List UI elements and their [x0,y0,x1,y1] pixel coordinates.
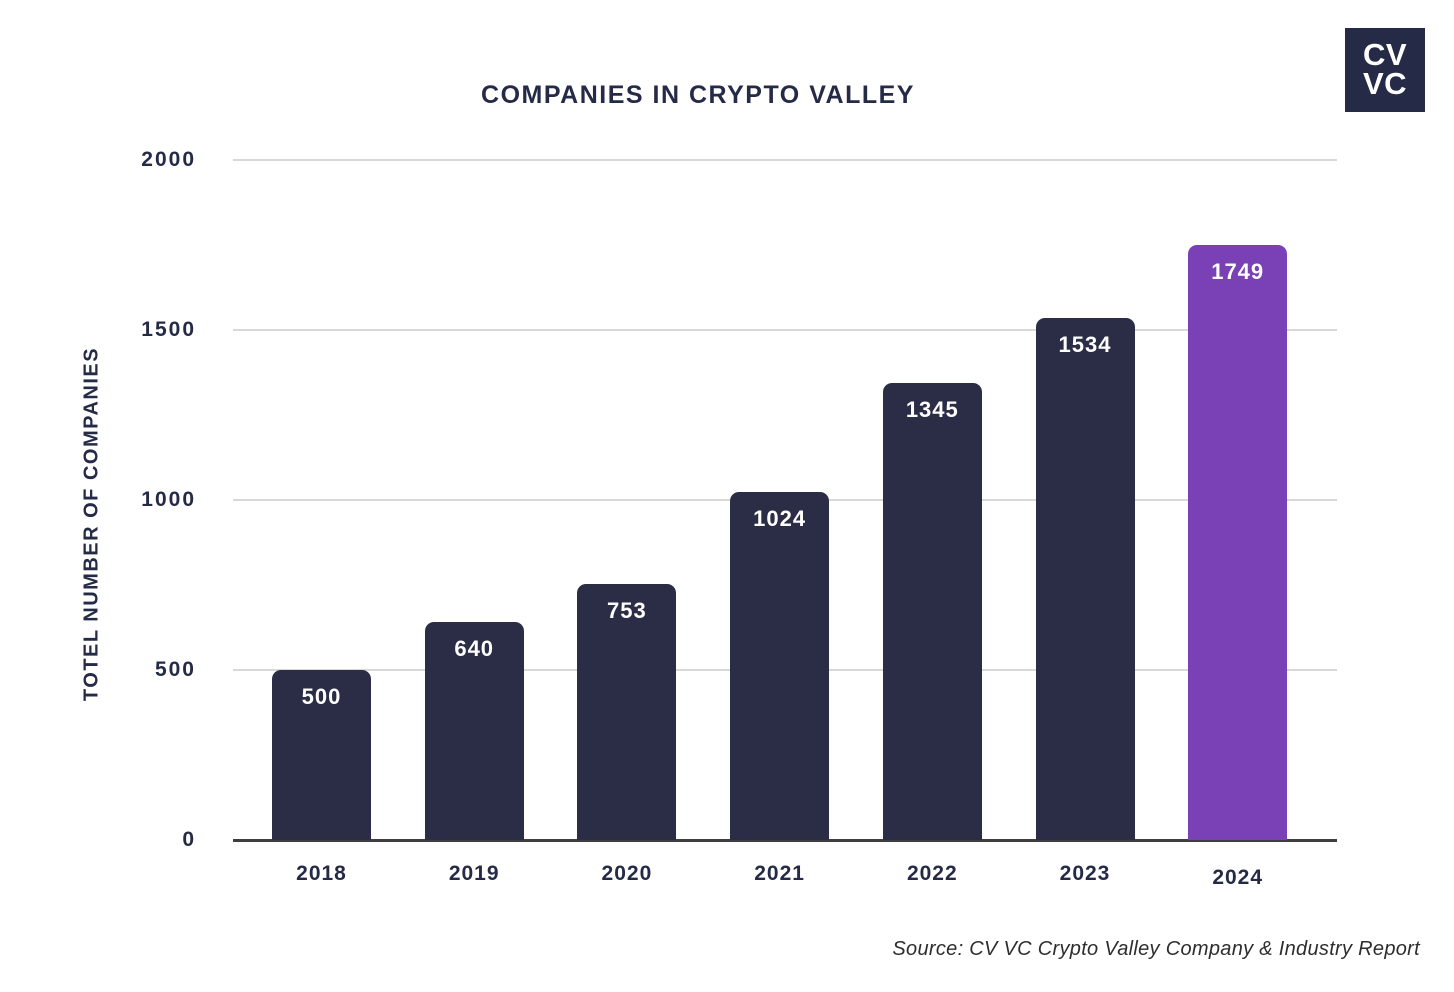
y-tick-label-1500: 1500 [141,318,196,341]
gridline-1500 [233,329,1337,331]
x-tick-label-2023: 2023 [1059,862,1111,885]
bar-value-label-2020: 753 [607,597,647,623]
bar-value-label-2023: 1534 [1058,332,1112,358]
bar-2021: 1024 [730,491,830,840]
logo-text-line1: CV [1362,37,1408,73]
y-tick-label-1000: 1000 [141,488,196,511]
bar-2023: 1534 [1035,318,1135,840]
x-tick-label-2019: 2019 [448,862,500,885]
bar-value-label-2021: 1024 [753,505,807,531]
bar-value-label-2022: 1345 [905,396,959,422]
plot-area: 500 2018 640 2019 753 2020 1024 2021 1345 2022 153… [233,159,1337,889]
bar-2022: 1345 [882,382,982,840]
bar-2019: 640 [424,622,524,840]
bar-value-label-2024: 1749 [1211,259,1265,285]
bar-2024: 1749 [1188,245,1288,840]
chart-title: COMPANIES IN CRYPTO VALLEY [481,81,915,109]
y-axis-tick-labels: 0 500 1000 1500 2000 [86,148,196,851]
x-tick-label-2022: 2022 [906,862,958,885]
y-tick-label-2000: 2000 [141,148,196,171]
bar-value-label-2018: 500 [301,684,342,709]
x-axis-line [233,839,1337,842]
x-tick-label-2021: 2021 [754,862,805,885]
bar-2020: 753 [577,583,677,840]
x-tick-label-2020: 2020 [601,862,653,885]
x-tick-label-2024: 2024 [1212,866,1264,889]
logo-text-line2: VC [1362,66,1408,101]
x-tick-label-2018: 2018 [296,862,347,885]
y-tick-label-500: 500 [154,658,196,681]
y-tick-label-0: 0 [182,828,196,851]
cvvc-logo: CV VC [1345,28,1425,112]
gridline-2000 [233,159,1337,161]
bar-2018: 500 [272,670,371,840]
source-attribution: Source: CV VC Crypto Valley Company & In… [892,938,1420,960]
bar-value-label-2019: 640 [454,636,495,662]
